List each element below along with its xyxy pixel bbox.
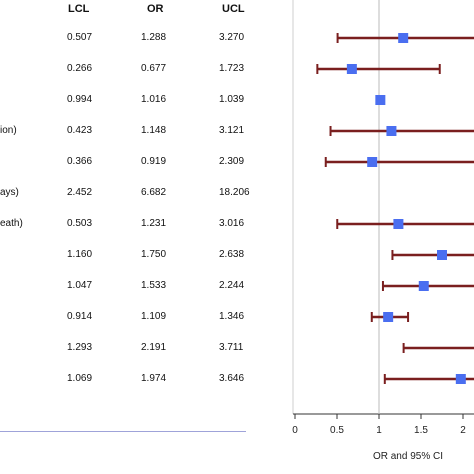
or-marker bbox=[383, 312, 394, 322]
cell-or: 1.231 bbox=[141, 218, 167, 229]
header-lcl: LCL bbox=[68, 3, 90, 15]
row-label: eath) bbox=[0, 218, 23, 229]
cell-lcl: 1.047 bbox=[67, 280, 93, 291]
table-divider bbox=[0, 431, 246, 432]
cell-lcl: 1.293 bbox=[67, 342, 93, 353]
cell-lcl: 2.452 bbox=[67, 187, 93, 198]
cell-ucl: 1.039 bbox=[219, 94, 245, 105]
x-tick-label: 0.5 bbox=[330, 425, 344, 436]
cell-or: 6.682 bbox=[141, 187, 167, 198]
cell-or: 0.919 bbox=[141, 156, 167, 167]
cell-or: 1.750 bbox=[141, 249, 167, 260]
cell-lcl: 0.366 bbox=[67, 156, 93, 167]
or-marker bbox=[367, 157, 378, 167]
x-tick-label: 2 bbox=[460, 425, 466, 436]
cell-or: 0.677 bbox=[141, 63, 167, 74]
or-marker bbox=[375, 95, 386, 105]
cell-ucl: 3.016 bbox=[219, 218, 245, 229]
or-marker bbox=[418, 281, 429, 291]
cell-or: 1.533 bbox=[141, 280, 167, 291]
cell-lcl: 0.266 bbox=[67, 63, 93, 74]
header-or: OR bbox=[147, 3, 164, 15]
cell-lcl: 1.069 bbox=[67, 373, 93, 384]
cell-or: 1.016 bbox=[141, 94, 167, 105]
x-tick-label: 0 bbox=[292, 425, 298, 436]
cell-ucl: 3.646 bbox=[219, 373, 245, 384]
or-marker bbox=[346, 64, 357, 74]
cell-or: 1.974 bbox=[141, 373, 167, 384]
cell-ucl: 1.723 bbox=[219, 63, 245, 74]
row-label: ays) bbox=[0, 187, 19, 198]
cell-ucl: 2.638 bbox=[219, 249, 245, 260]
cell-lcl: 0.994 bbox=[67, 94, 93, 105]
or-marker bbox=[437, 250, 447, 260]
or-marker bbox=[398, 33, 409, 43]
cell-ucl: 2.309 bbox=[219, 156, 245, 167]
cell-lcl: 0.914 bbox=[67, 311, 93, 322]
x-axis-label: OR and 95% CI bbox=[373, 451, 443, 462]
cell-ucl: 3.121 bbox=[219, 125, 245, 136]
cell-ucl: 2.244 bbox=[219, 280, 245, 291]
x-tick-label: 1.5 bbox=[414, 425, 428, 436]
cell-or: 2.191 bbox=[141, 342, 167, 353]
cell-or: 1.288 bbox=[141, 32, 167, 43]
cell-or: 1.148 bbox=[141, 125, 167, 136]
cell-or: 1.109 bbox=[141, 311, 167, 322]
cell-ucl: 3.270 bbox=[219, 32, 245, 43]
or-marker bbox=[393, 219, 404, 229]
cell-lcl: 1.160 bbox=[67, 249, 93, 260]
or-marker bbox=[455, 374, 466, 384]
cell-lcl: 0.423 bbox=[67, 125, 93, 136]
header-ucl: UCL bbox=[222, 3, 245, 15]
cell-ucl: 3.711 bbox=[219, 342, 244, 353]
cell-ucl: 18.206 bbox=[219, 187, 250, 198]
row-label: ion) bbox=[0, 125, 17, 136]
or-marker bbox=[386, 126, 397, 136]
x-tick-label: 1 bbox=[376, 425, 382, 436]
cell-lcl: 0.507 bbox=[67, 32, 93, 43]
cell-lcl: 0.503 bbox=[67, 218, 93, 229]
cell-ucl: 1.346 bbox=[219, 311, 245, 322]
